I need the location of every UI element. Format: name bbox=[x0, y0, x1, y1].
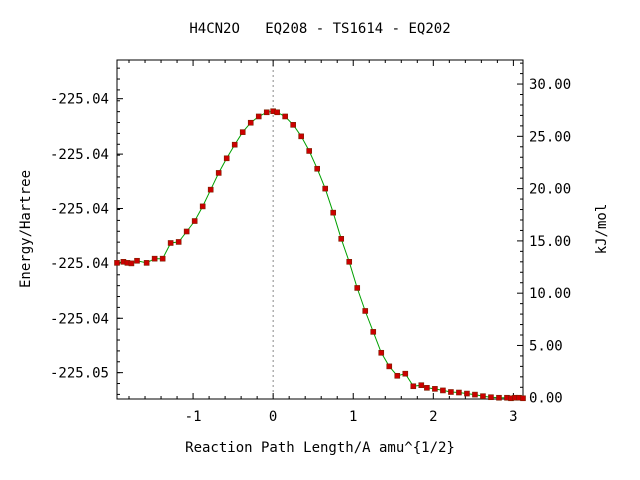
y-tick-label: -225.04 bbox=[50, 201, 109, 217]
data-point bbox=[386, 363, 393, 370]
data-point bbox=[207, 186, 214, 193]
data-point bbox=[354, 285, 361, 291]
data-point bbox=[175, 239, 182, 245]
y-tick-label: -225.04 bbox=[50, 147, 109, 163]
y2-tick-label: 0.00 bbox=[529, 391, 563, 407]
data-point bbox=[255, 113, 262, 120]
data-point bbox=[432, 386, 438, 392]
data-point bbox=[282, 113, 288, 120]
data-point bbox=[424, 385, 430, 391]
data-point bbox=[394, 372, 401, 379]
data-point bbox=[370, 329, 377, 335]
data-point bbox=[114, 260, 120, 266]
y-tick-labels: -225.05 -225.04 -225.04 -225.04 -225.04 -225.… bbox=[50, 92, 109, 382]
x-tick-labels: -1 0 1 2 3 bbox=[185, 409, 518, 425]
data-point bbox=[338, 236, 345, 242]
data-point bbox=[418, 382, 425, 388]
y-tick-label: -225.04 bbox=[50, 311, 109, 327]
data-point bbox=[448, 389, 454, 395]
y-tick-label: -225.04 bbox=[50, 256, 109, 272]
x-tick-label: -1 bbox=[185, 409, 202, 425]
data-point bbox=[402, 370, 409, 377]
data-point bbox=[306, 148, 312, 154]
plot-frame bbox=[116, 59, 524, 400]
y-axis-label: Energy/Hartree bbox=[18, 170, 34, 288]
data-point bbox=[151, 255, 158, 262]
data-point bbox=[362, 308, 369, 314]
data-point bbox=[159, 255, 166, 262]
data-point bbox=[298, 133, 304, 140]
data-point bbox=[143, 260, 150, 266]
y-tick-label: -225.04 bbox=[50, 92, 109, 108]
x-tick-label: 3 bbox=[509, 409, 517, 425]
data-point bbox=[167, 240, 174, 246]
data-point bbox=[410, 383, 417, 390]
y2-axis-label: kJ/mol bbox=[594, 204, 610, 255]
data-point bbox=[274, 109, 280, 116]
data-point bbox=[263, 109, 270, 116]
y2-tick-label: 30.00 bbox=[529, 77, 571, 93]
x-tick-label: 0 bbox=[269, 409, 277, 425]
data-point bbox=[239, 129, 246, 135]
data-markers bbox=[114, 108, 526, 402]
y2-tick-labels: 0.00 5.00 10.00 15.00 20.00 25.00 30.00 bbox=[529, 77, 571, 407]
data-point bbox=[440, 387, 446, 394]
x-tick-label: 2 bbox=[429, 409, 437, 425]
data-point bbox=[215, 170, 222, 176]
data-point bbox=[199, 203, 206, 210]
data-point bbox=[520, 395, 526, 402]
data-point bbox=[330, 209, 337, 216]
x-axis-label: Reaction Path Length/A amu^{1/2} bbox=[185, 440, 455, 456]
y2-tick-label: 5.00 bbox=[529, 338, 563, 354]
y-tick-label: -225.05 bbox=[50, 366, 109, 382]
y2-tick-label: 15.00 bbox=[529, 234, 571, 250]
y2-tick-label: 20.00 bbox=[529, 182, 571, 198]
x-tick-label: 1 bbox=[349, 409, 357, 425]
data-point bbox=[191, 218, 198, 224]
data-point bbox=[378, 349, 385, 356]
energy-curve bbox=[116, 110, 524, 399]
axis-ticks bbox=[117, 60, 523, 399]
data-point bbox=[464, 390, 470, 397]
data-point bbox=[134, 257, 140, 264]
data-point bbox=[183, 228, 190, 235]
data-point bbox=[472, 391, 478, 398]
data-point bbox=[247, 119, 254, 126]
data-point bbox=[128, 260, 135, 267]
data-point bbox=[456, 389, 462, 396]
data-point bbox=[314, 165, 320, 172]
y2-tick-label: 10.00 bbox=[529, 286, 571, 302]
data-point bbox=[480, 393, 486, 399]
data-point bbox=[496, 394, 502, 401]
y2-tick-label: 25.00 bbox=[529, 129, 571, 145]
data-point bbox=[346, 259, 353, 265]
data-point bbox=[231, 141, 238, 148]
data-point bbox=[290, 122, 296, 128]
chart-title: H4CN2O EQ208 - TS1614 - EQ202 bbox=[189, 21, 450, 37]
data-point bbox=[223, 155, 230, 162]
data-point bbox=[488, 394, 494, 401]
data-point bbox=[322, 185, 329, 192]
